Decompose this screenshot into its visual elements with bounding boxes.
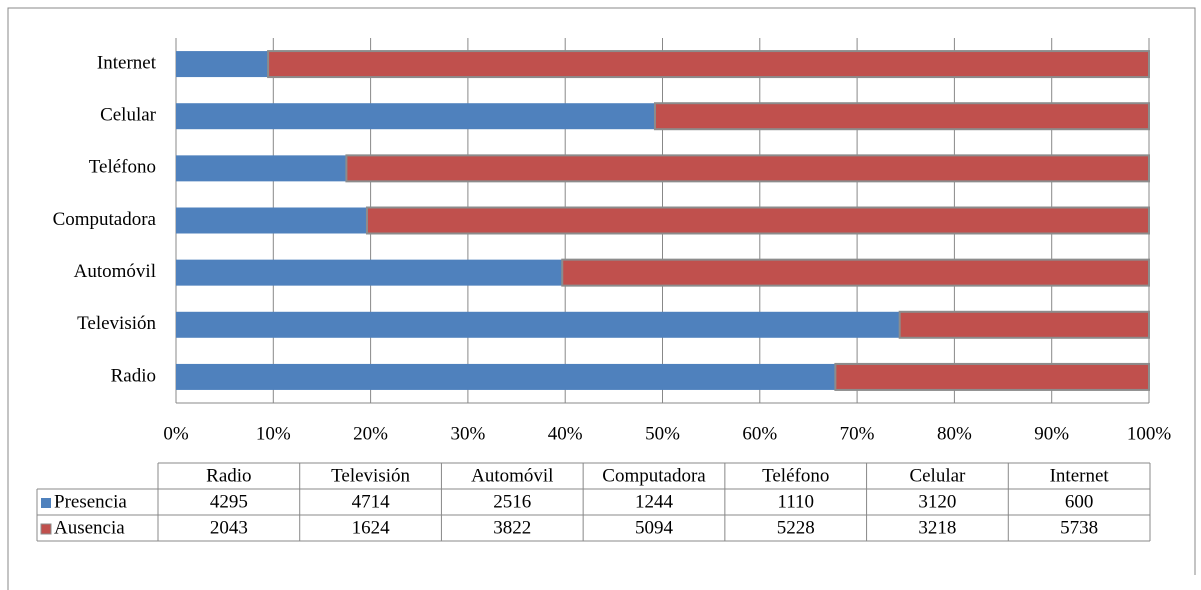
y-tick-label: Internet [97, 52, 157, 73]
table-cell: 2516 [493, 491, 531, 512]
table-cell: 4295 [210, 491, 248, 512]
bar [267, 50, 1150, 79]
x-tick-label: 50% [645, 423, 680, 444]
table-cell: 5738 [1060, 517, 1098, 538]
x-tick-label: 0% [163, 423, 189, 444]
bar [176, 311, 900, 338]
x-tick-label: 60% [742, 423, 777, 444]
x-tick-label: 90% [1034, 423, 1069, 444]
chart-border [7, 7, 1196, 590]
legend-label: Ausencia [54, 517, 125, 538]
bar [176, 103, 655, 130]
legend-label: Presencia [54, 491, 127, 512]
legend-key [41, 498, 51, 508]
x-tick-label: 30% [450, 423, 485, 444]
table-header: Radio [206, 465, 251, 486]
table-cell: 3218 [918, 517, 956, 538]
x-tick-label: 10% [256, 423, 291, 444]
table-cell: 2043 [210, 517, 248, 538]
table-header: Televisión [331, 465, 410, 486]
bar [176, 259, 563, 286]
y-tick-label: Teléfono [89, 157, 156, 178]
table-cell: 1110 [777, 491, 814, 512]
bar [176, 363, 836, 390]
bar [653, 102, 1150, 131]
table-cell: 1624 [352, 517, 391, 538]
y-tick-label: Celular [100, 105, 157, 126]
y-tick-label: Automóvil [74, 261, 156, 282]
table-cell: 3822 [493, 517, 531, 538]
bar [561, 258, 1150, 287]
bar [176, 207, 367, 234]
bar [365, 206, 1150, 235]
table-cell: 600 [1065, 491, 1094, 512]
table-header: Teléfono [762, 465, 829, 486]
table-header: Internet [1050, 465, 1110, 486]
y-tick-label: Computadora [53, 209, 157, 230]
x-tick-label: 100% [1127, 423, 1172, 444]
x-tick-label: 80% [937, 423, 972, 444]
table-cell: 5228 [777, 517, 815, 538]
table-header: Celular [909, 465, 966, 486]
table-header: Computadora [602, 465, 706, 486]
x-tick-label: 20% [353, 423, 388, 444]
legend-key [40, 523, 52, 535]
y-tick-label: Radio [111, 365, 156, 386]
table-header: Automóvil [471, 465, 553, 486]
table-cell: 1244 [635, 491, 674, 512]
bar [176, 51, 269, 78]
bar [345, 154, 1150, 183]
bar [834, 362, 1151, 391]
table-cell: 3120 [918, 491, 956, 512]
table-cell: 4714 [352, 491, 391, 512]
bar [176, 155, 347, 182]
bar [898, 310, 1151, 339]
x-tick-label: 70% [840, 423, 875, 444]
table-cell: 5094 [635, 517, 674, 538]
y-tick-label: Televisión [77, 313, 156, 334]
x-tick-label: 40% [548, 423, 583, 444]
